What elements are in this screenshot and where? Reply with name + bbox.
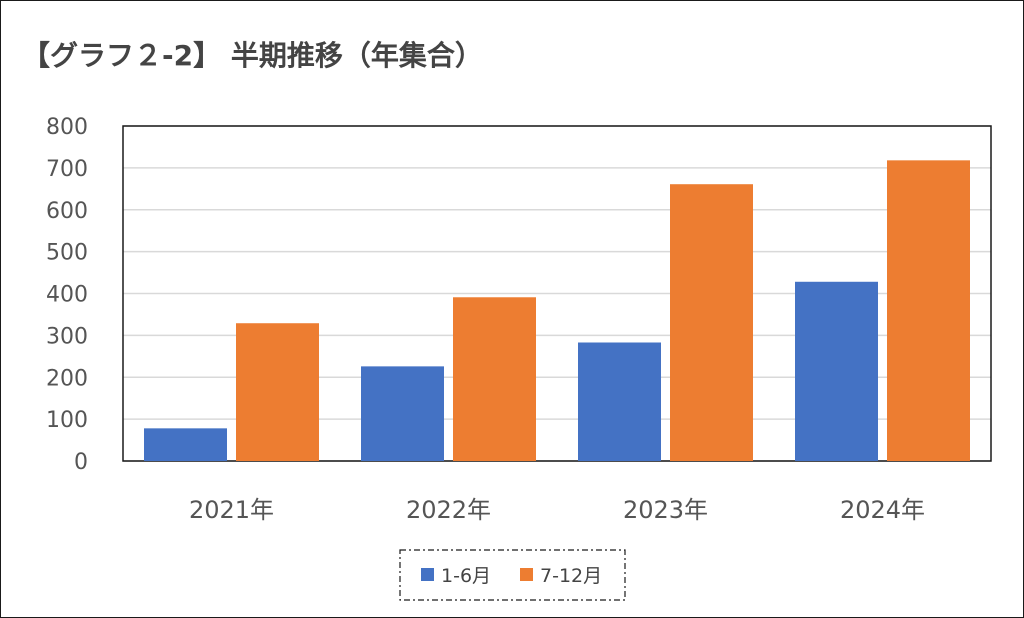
y-tick-label: 100 [46,408,88,433]
chart-title: 【グラフ２-2】 半期推移（年集合） [22,39,483,72]
x-tick-label: 2021年 [189,496,274,524]
plot-area-border [122,125,992,462]
bar-1-6-3 [795,281,878,461]
y-tick-label: 0 [74,450,88,475]
legend-box [399,549,626,601]
legend-label-1-6: 1-6月 [441,565,491,587]
legend-label-7-12: 7-12月 [540,565,602,587]
x-tick-label: 2024年 [840,496,925,524]
legend-swatch-1-6 [421,568,434,581]
bar-1-6-0 [144,428,227,461]
y-tick-label: 400 [46,283,88,308]
bar-7-12-0 [236,323,319,461]
bar-7-12-3 [887,160,970,461]
y-tick-label: 300 [46,324,88,349]
legend: 1-6月 7-12月 [399,549,626,601]
y-tick-label: 500 [46,241,88,266]
x-tick-label: 2023年 [623,496,708,524]
bar-1-6-2 [578,342,661,461]
y-tick-label: 600 [46,199,88,224]
bar-7-12-1 [453,297,536,461]
y-tick-label: 700 [46,157,88,182]
y-axis-labels: 0 100 200 300 400 500 600 700 800 [46,115,88,475]
y-tick-label: 200 [46,366,88,391]
bar-1-6-1 [361,366,444,461]
x-axis-labels: 2021年 2022年 2023年 2024年 [189,496,925,524]
bar-7-12-2 [670,184,753,462]
bars [144,160,970,462]
y-tick-label: 800 [46,115,88,140]
legend-swatch-7-12 [520,568,533,581]
x-tick-label: 2022年 [406,496,491,524]
